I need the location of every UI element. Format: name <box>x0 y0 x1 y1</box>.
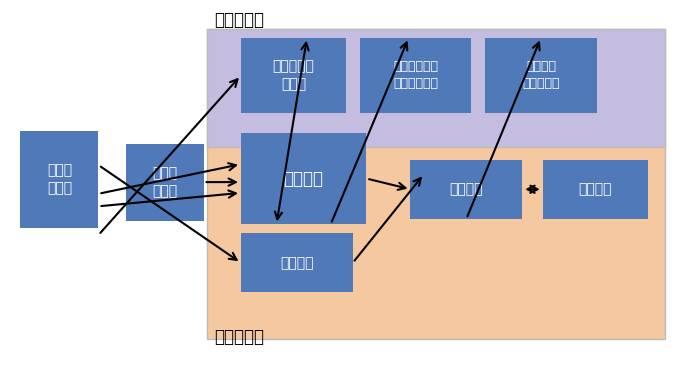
Text: 分析ツール: 分析ツール <box>214 11 264 29</box>
Bar <box>241 233 353 292</box>
Bar <box>207 29 665 147</box>
Bar <box>241 38 346 113</box>
Text: 段落抽出: 段落抽出 <box>579 182 612 196</box>
Bar <box>241 133 366 224</box>
Bar <box>21 131 98 228</box>
Text: 白書詳細: 白書詳細 <box>450 182 483 196</box>
Text: トップ
ページ: トップ ページ <box>47 163 72 195</box>
Text: フリーワード
出現回数分析: フリーワード 出現回数分析 <box>393 60 438 90</box>
Text: 右上メ
ニュー: 右上メ ニュー <box>152 166 177 198</box>
Text: 白書検索: 白書検索 <box>284 169 324 187</box>
Bar <box>207 29 665 339</box>
Text: 検索・閲覧: 検索・閲覧 <box>214 328 264 346</box>
Text: 関連文書
時系列分析: 関連文書 時系列分析 <box>522 60 560 90</box>
Text: キーワード
マップ: キーワード マップ <box>273 59 314 92</box>
Bar <box>543 160 648 219</box>
Bar <box>126 143 203 221</box>
Bar <box>360 38 471 113</box>
Text: 白書一覧: 白書一覧 <box>280 256 313 270</box>
Bar <box>410 160 522 219</box>
Bar <box>485 38 597 113</box>
